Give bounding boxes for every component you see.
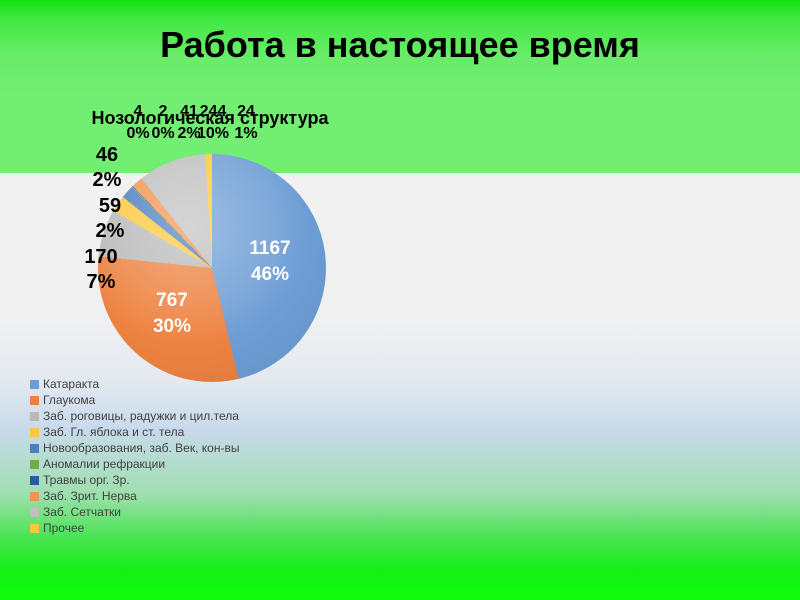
legend-marker-icon: [30, 427, 39, 437]
legend-label: Новообразования, заб. Век, кон-вы: [43, 441, 240, 455]
pie-label-7: 41 2%: [177, 101, 200, 145]
legend-marker-icon: [30, 507, 39, 517]
pie-label-5: 4 0%: [126, 101, 149, 145]
legend-item[interactable]: Катаракта: [30, 376, 239, 392]
pie-label-percent: 46%: [250, 264, 290, 285]
pie-label-value: 244: [199, 103, 227, 120]
pie-label-2: 170 7%: [84, 245, 117, 295]
pie-label-9: 24 1%: [234, 101, 257, 145]
pie-label-4: 46 2%: [93, 143, 122, 193]
legend-item[interactable]: Прочее: [30, 520, 239, 536]
pie-label-percent: 2%: [92, 169, 122, 191]
pie-label-percent: 7%: [86, 271, 116, 293]
legend-item[interactable]: Заб. Гл. яблока и ст. тела: [30, 424, 239, 440]
pie-label-percent: 1%: [234, 125, 258, 142]
pie-label-value: 4: [133, 103, 143, 120]
pie-label-6: 2 0%: [151, 101, 174, 145]
pie-label-value: 170: [84, 246, 118, 268]
pie-label-3: 59 2%: [96, 194, 125, 244]
legend-label: Прочее: [43, 521, 85, 535]
pie-label-percent: 0%: [151, 125, 175, 142]
pie-label-percent: 10%: [196, 125, 230, 142]
legend-item[interactable]: Заб. роговицы, радужки и цил.тела: [30, 408, 239, 424]
chart-title: Нозологическая структура: [91, 108, 329, 128]
pie-label-value: 59: [98, 195, 122, 217]
pie-label-value: 767: [156, 290, 188, 311]
pie-label-1: 767 30%: [153, 288, 191, 340]
legend-marker-icon: [30, 379, 39, 389]
legend-label: Аномалии рефракции: [43, 457, 166, 471]
legend-item[interactable]: Заб. Сетчатки: [30, 504, 239, 520]
legend-label: Заб. Зрит. Нерва: [43, 489, 137, 503]
legend-marker-icon: [30, 523, 39, 533]
legend-label: Заб. Гл. яблока и ст. тела: [43, 425, 185, 439]
legend-marker-icon: [30, 443, 39, 453]
legend-label: Заб. роговицы, радужки и цил.тела: [43, 409, 239, 423]
pie-label-value: 1167: [249, 238, 291, 259]
legend-label: Заб. Сетчатки: [43, 505, 122, 519]
legend-label: Травмы орг. Зр.: [43, 473, 130, 487]
legend-label: Катаракта: [43, 377, 100, 391]
legend-marker-icon: [30, 395, 39, 405]
legend-item[interactable]: Новообразования, заб. Век, кон-вы: [30, 440, 239, 456]
pie-label-value: 2: [158, 103, 168, 120]
legend-label: Глаукома: [43, 393, 96, 407]
pie-label-percent: 2%: [177, 125, 201, 142]
pie-label-percent: 0%: [126, 125, 150, 142]
legend-marker-icon: [30, 411, 39, 421]
pie-chart[interactable]: [98, 154, 326, 382]
pie-label-value: 41: [180, 103, 198, 120]
legend-item[interactable]: Глаукома: [30, 392, 239, 408]
legend-marker-icon: [30, 459, 39, 469]
chart-legend[interactable]: Катаракта Глаукома Заб. роговицы, радужки …: [30, 376, 239, 536]
legend-item[interactable]: Аномалии рефракции: [30, 456, 239, 472]
legend-marker-icon: [30, 475, 39, 485]
pie-label-value: 24: [237, 103, 255, 120]
pie-label-8: 244 10%: [197, 101, 229, 145]
legend-item[interactable]: Травмы орг. Зр.: [30, 472, 239, 488]
legend-marker-icon: [30, 491, 39, 501]
legend-item[interactable]: Заб. Зрит. Нерва: [30, 488, 239, 504]
pie-label-percent: 2%: [95, 220, 125, 242]
pie-label-percent: 30%: [152, 316, 192, 337]
pie-label-value: 46: [95, 144, 119, 166]
slide-title[interactable]: Работа в настоящее время: [160, 24, 640, 65]
pie-label-0: 1167 46%: [249, 236, 290, 288]
